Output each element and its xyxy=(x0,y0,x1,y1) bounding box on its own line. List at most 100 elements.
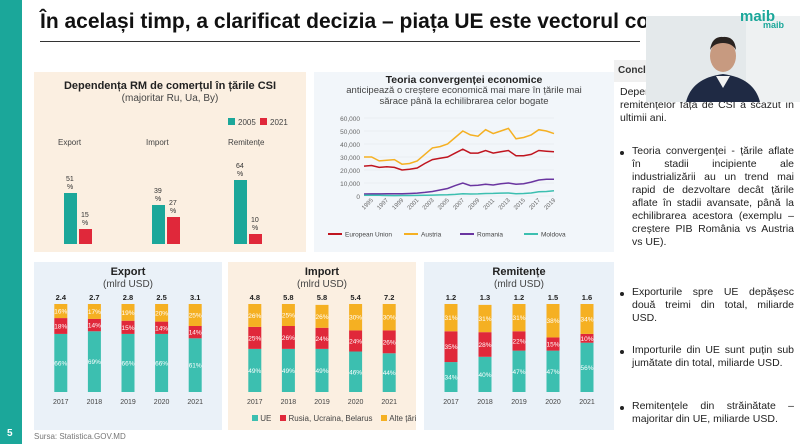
legend-label-csi: Rusia, Ucraina, Belarus xyxy=(288,414,373,423)
stack-segment xyxy=(188,338,202,392)
stack-segment xyxy=(512,304,526,332)
export-stacked-chart: 66% 18% 16% 2.4 2017 69% 14% 17% 2.7 2018 66% 15% 19… xyxy=(53,293,203,406)
segment-label: 14% xyxy=(189,330,202,337)
stack-segment xyxy=(349,304,363,331)
stack-segment xyxy=(54,333,68,392)
csi-bar-value: 15 xyxy=(81,212,89,219)
series-line xyxy=(363,178,554,195)
legend-swatch-other xyxy=(381,415,388,421)
import-title: Import xyxy=(304,266,340,278)
import-subtitle: (mlrd USD) xyxy=(297,279,347,290)
stack-segment xyxy=(155,321,169,334)
segment-label: 22% xyxy=(512,338,525,345)
x-tick-label: 2005 xyxy=(437,197,451,211)
share-legend: UE Rusia, Ucraina, Belarus Alte țări xyxy=(252,414,452,426)
segment-label: 19% xyxy=(121,310,134,317)
legend-label: Moldova xyxy=(541,232,566,239)
y-tick-label: 10,000 xyxy=(340,181,360,188)
total-label: 2.8 xyxy=(123,293,133,302)
stack-segment xyxy=(546,304,560,338)
segment-label: 14% xyxy=(155,325,168,332)
segment-label: 34% xyxy=(580,316,593,323)
segment-label: 24% xyxy=(315,336,328,343)
stack-segment xyxy=(315,348,329,392)
x-tick-label: 2013 xyxy=(498,197,512,211)
year-label: 2017 xyxy=(53,399,69,406)
csi-bar-chart: 2005 2021Export51%15%Import39%27%Remitenț… xyxy=(58,118,288,244)
year-label: 2020 xyxy=(154,399,170,406)
convergence-line-chart: 60,00050,00040,00030,00020,00010,0000199… xyxy=(328,116,566,239)
segment-label: 25% xyxy=(282,313,295,320)
x-tick-label: 2017 xyxy=(528,197,542,211)
stack-segment xyxy=(155,304,169,322)
csi-chart-title: Dependența RM de comerțul în țările CSI xyxy=(63,80,277,92)
total-label: 2.4 xyxy=(56,293,67,302)
y-tick-label: 60,000 xyxy=(340,116,360,123)
x-tick-label: 2019 xyxy=(544,197,558,211)
legend-swatch-2005 xyxy=(228,118,235,125)
segment-label: 44% xyxy=(383,370,396,377)
stack-segment xyxy=(315,304,329,328)
segment-label: 38% xyxy=(546,318,559,325)
segment-label: 49% xyxy=(315,368,328,375)
stack-segment xyxy=(512,350,526,392)
stack-segment xyxy=(349,330,363,352)
y-tick-label: 0 xyxy=(356,194,360,201)
segment-label: 66% xyxy=(155,360,168,367)
convergence-panel: Teoria convergenței economice anticipeaz… xyxy=(314,72,614,252)
stack-segment xyxy=(54,304,68,319)
x-tick-label: 2015 xyxy=(513,197,527,211)
segment-label: 26% xyxy=(383,339,396,346)
convergence-subtitle-1: anticipează o creștere economică mai mar… xyxy=(346,85,582,96)
csi-bar-value: 51 xyxy=(66,176,74,183)
csi-bar xyxy=(249,234,262,244)
slide-title: În același timp, a clarificat decizia – … xyxy=(40,10,650,33)
stack-segment xyxy=(248,348,262,392)
webcam-video[interactable]: maib xyxy=(646,16,800,102)
stack-segment xyxy=(281,326,295,349)
year-label: 2018 xyxy=(477,399,493,406)
segment-label: 26% xyxy=(282,335,295,342)
stack-segment xyxy=(444,331,458,363)
segment-label: 31% xyxy=(444,315,457,322)
segment-label: 69% xyxy=(88,359,101,366)
csi-bar xyxy=(64,193,77,244)
remittances-subtitle: (mlrd USD) xyxy=(494,279,544,290)
stack-segment xyxy=(121,320,135,334)
stack-segment xyxy=(188,304,202,326)
convergence-title: Teoria convergenței economice xyxy=(385,74,543,86)
series-line xyxy=(363,148,555,171)
conclusion-imports: Importurile din UE sunt puțin sub jumăta… xyxy=(632,344,794,369)
stack-segment xyxy=(444,362,458,392)
series-line xyxy=(364,190,555,197)
year-label: 2018 xyxy=(281,399,297,406)
x-tick-label: 2009 xyxy=(468,197,482,211)
x-tick-label: 2011 xyxy=(483,198,497,212)
series-line xyxy=(364,127,555,165)
legend-label: Romania xyxy=(477,232,503,239)
legend-swatch-ue xyxy=(252,415,258,421)
total-label: 5.8 xyxy=(317,293,327,302)
csi-bar xyxy=(152,205,165,244)
stack-segment xyxy=(54,318,68,334)
export-subtitle: (mlrd USD) xyxy=(103,279,153,290)
segment-label: 66% xyxy=(121,360,134,367)
segment-label: 16% xyxy=(54,309,67,316)
total-label: 3.1 xyxy=(190,293,200,302)
stack-segment xyxy=(382,353,396,392)
segment-label: 35% xyxy=(444,344,457,351)
csi-bar-pct: % xyxy=(82,220,88,227)
stack-segment xyxy=(580,342,594,392)
year-label: 2019 xyxy=(120,399,136,406)
csi-bar-value: 64 xyxy=(236,163,244,170)
stack-segment xyxy=(546,350,560,392)
title-underline xyxy=(40,41,640,42)
year-label: 2021 xyxy=(381,399,397,406)
segment-label: 15% xyxy=(121,325,134,332)
segment-label: 31% xyxy=(478,316,491,323)
csi-bar-pct: % xyxy=(170,208,176,215)
legend-label-2005: 2005 xyxy=(238,118,256,127)
year-label: 2021 xyxy=(187,399,203,406)
total-label: 1.2 xyxy=(446,293,456,302)
stack-segment xyxy=(444,304,458,332)
